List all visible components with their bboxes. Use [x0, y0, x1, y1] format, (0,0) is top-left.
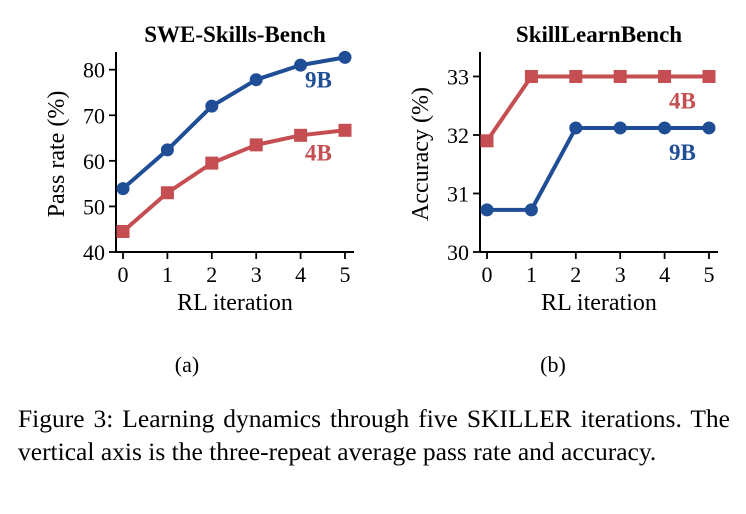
- data-point-4b: [338, 123, 352, 137]
- y-axis-label: Accuracy (%): [408, 87, 434, 221]
- data-point-4b: [160, 186, 174, 200]
- series-line-9b: [487, 125, 709, 212]
- data-point-9b: [702, 121, 716, 135]
- series-line-4b: [121, 128, 346, 233]
- data-point-4b: [569, 69, 583, 83]
- chart-title: SWE-Skills-Bench: [144, 22, 326, 47]
- x-tick-label: 1: [526, 262, 537, 287]
- x-tick-label: 1: [162, 262, 173, 287]
- series-4b: 4B: [116, 123, 352, 238]
- y-tick-label: 60: [83, 149, 105, 174]
- figure-caption: Figure 3: Learning dynamics through five…: [18, 404, 730, 466]
- y-tick-label: 50: [83, 194, 105, 219]
- data-point-9b: [569, 121, 583, 135]
- series-label-9b: 9B: [305, 67, 332, 92]
- y-tick-label: 80: [83, 58, 105, 83]
- series-9b: 9B: [480, 121, 716, 217]
- x-tick-label: 3: [615, 262, 626, 287]
- x-tick-label: 0: [118, 262, 129, 287]
- x-tick-label: 2: [570, 262, 581, 287]
- data-point-4b: [294, 128, 308, 142]
- x-tick-label: 5: [340, 262, 351, 287]
- y-tick-label: 30: [447, 240, 469, 265]
- data-point-9b: [480, 203, 494, 217]
- data-point-9b: [338, 50, 352, 64]
- data-point-4b: [658, 69, 672, 83]
- data-point-9b: [116, 182, 130, 196]
- data-point-4b: [613, 69, 627, 83]
- y-tick-label: 32: [447, 123, 469, 148]
- x-tick-label: 0: [482, 262, 493, 287]
- chart-title: SkillLearnBench: [516, 22, 682, 47]
- data-point-9b: [205, 99, 219, 113]
- data-point-4b: [116, 224, 130, 238]
- y-tick-label: 70: [83, 103, 105, 128]
- subfigure-label: (b): [540, 352, 566, 377]
- data-point-9b: [160, 143, 174, 157]
- series-line-4b: [485, 74, 709, 142]
- data-point-9b: [249, 73, 263, 87]
- data-point-4b: [702, 69, 716, 83]
- chart-swe-skills-bench: SWE-Skills-Bench 40 50 60 70 80 0 1 2 3 4 5 RL itera…: [44, 22, 354, 377]
- y-tick-label: 31: [447, 181, 469, 206]
- chart-skilllearnbench: SkillLearnBench 30 31 32 33 0 1 2 3 4 5 RL iteratio…: [408, 22, 718, 377]
- data-point-4b: [480, 134, 494, 148]
- y-tick-label: 33: [447, 64, 469, 89]
- data-point-4b: [205, 156, 219, 170]
- series-label-4b: 4B: [305, 140, 332, 165]
- x-tick-label: 4: [295, 262, 306, 287]
- x-axis-label: RL iteration: [177, 290, 293, 316]
- y-axis-label: Pass rate (%): [44, 91, 70, 218]
- data-point-9b: [294, 58, 308, 72]
- x-tick-label: 5: [704, 262, 715, 287]
- series-label-4b: 4B: [669, 88, 696, 113]
- data-point-9b: [658, 121, 672, 135]
- data-point-9b: [613, 121, 627, 135]
- series-9b: 9B: [116, 50, 352, 196]
- x-tick-label: 3: [251, 262, 262, 287]
- y-tick-label: 40: [83, 240, 105, 265]
- data-point-4b: [524, 69, 538, 83]
- subfigure-label: (a): [175, 352, 199, 377]
- x-tick-label: 2: [206, 262, 217, 287]
- data-point-4b: [249, 138, 263, 152]
- series-line-9b: [121, 55, 346, 191]
- x-tick-label: 4: [659, 262, 670, 287]
- series-label-9b: 9B: [669, 140, 696, 165]
- x-axis-label: RL iteration: [541, 290, 657, 316]
- data-point-9b: [524, 203, 538, 217]
- series-4b: 4B: [480, 69, 716, 148]
